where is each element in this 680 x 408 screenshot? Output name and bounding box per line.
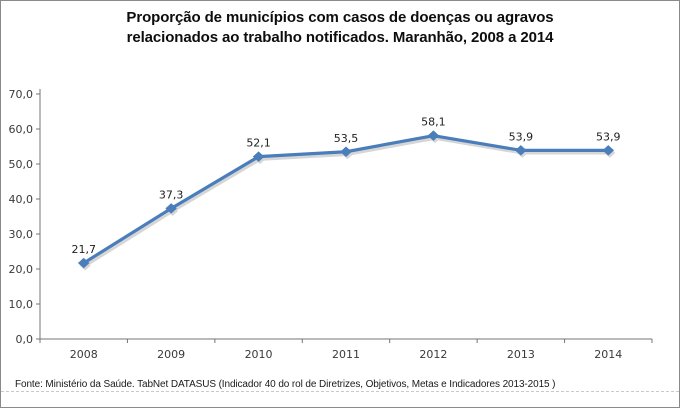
data-point-marker <box>427 130 440 141</box>
data-label: 58,1 <box>421 116 446 129</box>
y-tick-label: 50,0 <box>9 158 34 171</box>
page-break-divider <box>1 391 679 392</box>
y-tick-label: 70,0 <box>9 88 34 101</box>
data-point-marker <box>340 146 352 158</box>
data-point-marker <box>77 257 90 269</box>
x-axis-label: 2008 <box>70 348 98 361</box>
data-point-marker <box>514 145 527 156</box>
data-label: 53,5 <box>334 132 359 145</box>
data-label: 53,9 <box>596 130 621 143</box>
y-tick-label: 20,0 <box>9 263 34 276</box>
data-point-marker <box>252 151 265 162</box>
x-axis-label: 2014 <box>594 348 622 361</box>
data-point-marker <box>602 145 615 156</box>
y-tick-label: 30,0 <box>9 228 34 241</box>
data-label: 52,1 <box>246 137 271 150</box>
x-axis-label: 2012 <box>419 348 447 361</box>
chart-title-line2: relacionados ao trabalho notificados. Ma… <box>126 29 554 46</box>
chart-title: Proporção de municípios com casos de doe… <box>1 8 679 48</box>
source-note: Fonte: Ministério da Saúde. TabNet DATAS… <box>15 379 556 390</box>
data-label: 21,7 <box>71 243 96 256</box>
x-axis-label: 2010 <box>245 348 273 361</box>
x-axis-label: 2013 <box>507 348 535 361</box>
y-tick-label: 40,0 <box>9 193 34 206</box>
y-tick-label: 0,0 <box>16 333 34 346</box>
chart-title-line1: Proporção de municípios com casos de doe… <box>126 9 554 26</box>
y-tick-label: 60,0 <box>9 123 34 136</box>
x-axis-label: 2009 <box>157 348 185 361</box>
data-point-marker <box>165 203 178 214</box>
x-axis-label: 2011 <box>332 348 360 361</box>
data-label: 53,9 <box>509 130 534 143</box>
y-tick-label: 10,0 <box>9 298 34 311</box>
data-label: 37,3 <box>159 188 184 201</box>
